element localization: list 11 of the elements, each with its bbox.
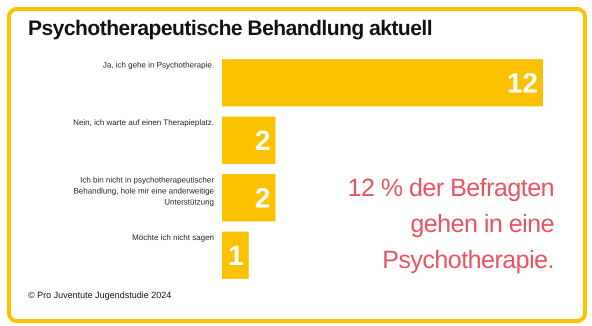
y-tick-label: Möchte ich nicht sagen bbox=[132, 232, 214, 242]
chart-title: Psychotherapeutische Behandlung aktuell bbox=[28, 17, 432, 41]
y-tick-label: Ich bin nicht in psychotherapeutischer Behandlung, hole mir eine anderweitige Unterstützung bbox=[73, 175, 215, 206]
y-tick-label: Nein, ich warte auf einen Therapieplatz. bbox=[73, 118, 214, 127]
y-tick-label: Ja, ich gehe in Psychotherapie. bbox=[102, 60, 214, 70]
data-label: 1 bbox=[228, 240, 244, 271]
data-label: 2 bbox=[254, 182, 270, 214]
text: © Pro Juventute Jugendstudie 2024 bbox=[28, 290, 172, 300]
annotation: 12 % der Befragten gehen in eine Psychotherapie. bbox=[346, 173, 554, 276]
data-label: 2 bbox=[254, 124, 270, 156]
data-label: 12 bbox=[506, 67, 538, 98]
